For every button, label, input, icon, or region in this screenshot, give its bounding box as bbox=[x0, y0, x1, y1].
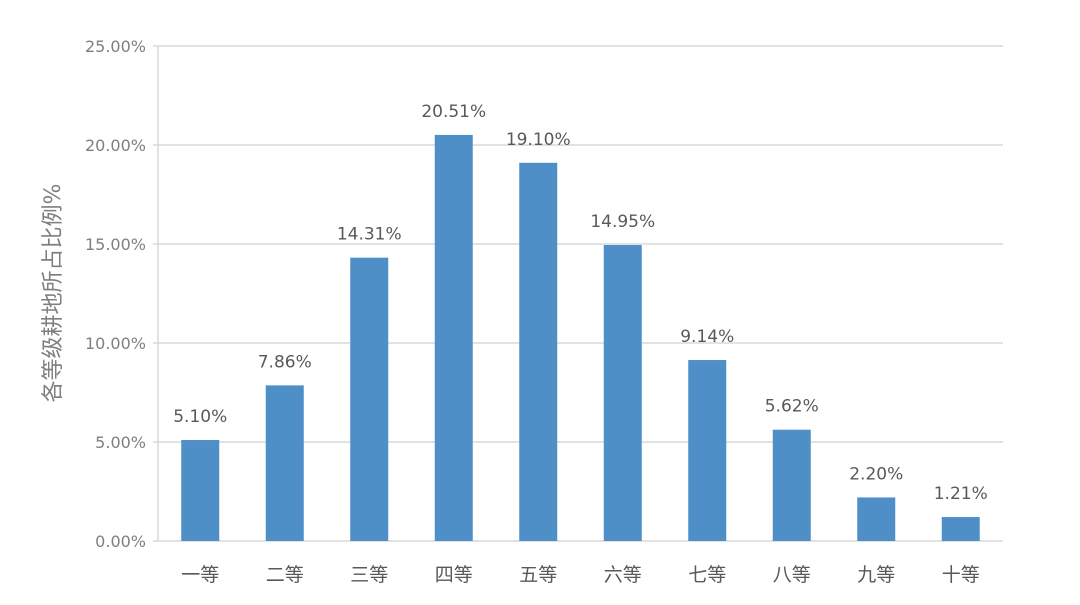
x-tick-label: 五等 bbox=[519, 564, 557, 586]
y-axis-label: 各等级耕地所占比例% bbox=[41, 184, 66, 403]
bar bbox=[181, 440, 220, 541]
y-tick-label: 10.00% bbox=[85, 334, 146, 353]
data-label: 20.51% bbox=[421, 102, 486, 122]
x-tick-label: 三等 bbox=[350, 564, 388, 586]
x-tick-label: 七等 bbox=[688, 564, 726, 586]
data-label: 9.14% bbox=[680, 327, 734, 347]
x-tick-label: 二等 bbox=[266, 564, 304, 586]
data-label: 19.10% bbox=[506, 130, 571, 150]
data-label: 7.86% bbox=[258, 352, 312, 372]
bar bbox=[519, 162, 558, 541]
x-tick-label: 十等 bbox=[942, 564, 980, 586]
x-tick-label: 一等 bbox=[181, 564, 219, 586]
y-tick-label: 0.00% bbox=[95, 532, 146, 551]
bar bbox=[941, 517, 980, 541]
x-tick-label: 九等 bbox=[857, 564, 895, 586]
bar bbox=[603, 244, 642, 542]
x-tick-label: 六等 bbox=[604, 564, 642, 586]
data-label: 1.21% bbox=[934, 484, 988, 504]
bar bbox=[857, 497, 896, 541]
x-tick-label: 四等 bbox=[435, 564, 473, 586]
bar bbox=[350, 257, 389, 541]
y-tick-label: 15.00% bbox=[85, 235, 146, 254]
bar bbox=[688, 360, 727, 541]
data-label: 5.10% bbox=[173, 407, 227, 427]
data-label: 5.62% bbox=[765, 397, 819, 417]
x-tick-label: 八等 bbox=[773, 564, 811, 586]
y-tick-label: 5.00% bbox=[95, 433, 146, 452]
y-tick-label: 25.00% bbox=[85, 37, 146, 56]
data-label: 14.31% bbox=[337, 225, 402, 245]
y-tick-label: 20.00% bbox=[85, 136, 146, 155]
bar bbox=[265, 385, 304, 541]
data-label: 2.20% bbox=[849, 464, 903, 484]
bar bbox=[772, 429, 811, 541]
data-label: 14.95% bbox=[590, 212, 655, 232]
bar bbox=[434, 134, 473, 542]
